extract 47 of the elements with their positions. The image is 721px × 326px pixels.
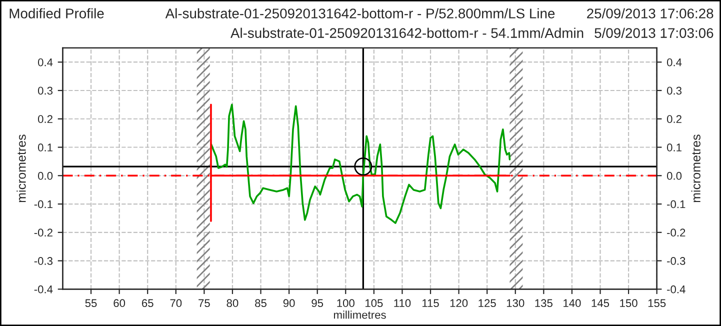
y-tick-label: 0.0 — [38, 172, 53, 180]
x-tick-label: 55 — [85, 299, 97, 308]
x-tick-label: 95 — [312, 299, 324, 308]
y-tick-label: 0.2 — [38, 115, 52, 124]
x-axis-title: millimetres — [334, 310, 386, 319]
y-tick-label: 0.1 — [38, 144, 52, 152]
y-tick-label: -0.3 — [34, 257, 53, 265]
x-tick-label: 80 — [226, 299, 238, 308]
text: 5/09/2013 17:03:06 — [594, 28, 714, 38]
y-axis-title: micrometres — [16, 134, 26, 202]
y2-axis-title: micrometres — [691, 134, 700, 202]
y-tick-label: 0.4 — [38, 58, 53, 66]
x-tick-label: 75 — [198, 299, 210, 308]
x-tick-label: 155 — [648, 299, 666, 308]
text: Al-substrate-01-250920131642-bottom-r - 54.1mm/Admin — [230, 28, 584, 38]
x-tick-label: 135 — [535, 299, 552, 308]
x-tick-label: 110 — [394, 299, 411, 308]
y2-tick-label: 0.4 — [666, 58, 682, 66]
y2-tick-label: 0.1 — [666, 144, 682, 152]
text: 25/09/2013 17:06:28 — [587, 8, 714, 18]
x-tick-label: 105 — [366, 299, 383, 308]
x-tick-label: 150 — [620, 299, 638, 308]
y2-tick-label: -0.2 — [667, 228, 686, 237]
x-tick-label: 140 — [564, 299, 581, 308]
x-tick-label: 100 — [337, 299, 354, 308]
x-tick-label: 85 — [255, 299, 266, 308]
y-tick-label: -0.4 — [34, 285, 53, 294]
y-tick-label: -0.1 — [34, 200, 52, 208]
y-tick-label: -0.2 — [34, 228, 52, 237]
y2-tick-label: 0.3 — [666, 86, 682, 95]
chart-subtitle: Al-substrate-01-250920131642-bottom-r - P/52.800mm/LS Line — [165, 8, 555, 18]
y2-tick-label: -0.3 — [667, 257, 686, 265]
y-tick-label: 0.3 — [38, 86, 53, 95]
x-tick-label: 60 — [114, 299, 126, 308]
x-tick-label: 145 — [592, 299, 610, 308]
x-tick-label: 115 — [422, 299, 439, 308]
y2-tick-label: -0.4 — [667, 285, 686, 294]
x-tick-label: 120 — [450, 299, 468, 308]
x-tick-label: 130 — [506, 299, 524, 308]
x-tick-label: 70 — [170, 299, 182, 308]
x-tick-label: 125 — [478, 299, 496, 308]
x-tick-label: 90 — [283, 299, 295, 308]
x-tick-label: 65 — [142, 299, 154, 308]
y2-tick-label: -0.1 — [667, 200, 686, 208]
y2-tick-label: 0.0 — [666, 172, 682, 180]
chart-title: Modified Profile — [10, 8, 104, 18]
y2-tick-label: 0.2 — [666, 115, 682, 124]
